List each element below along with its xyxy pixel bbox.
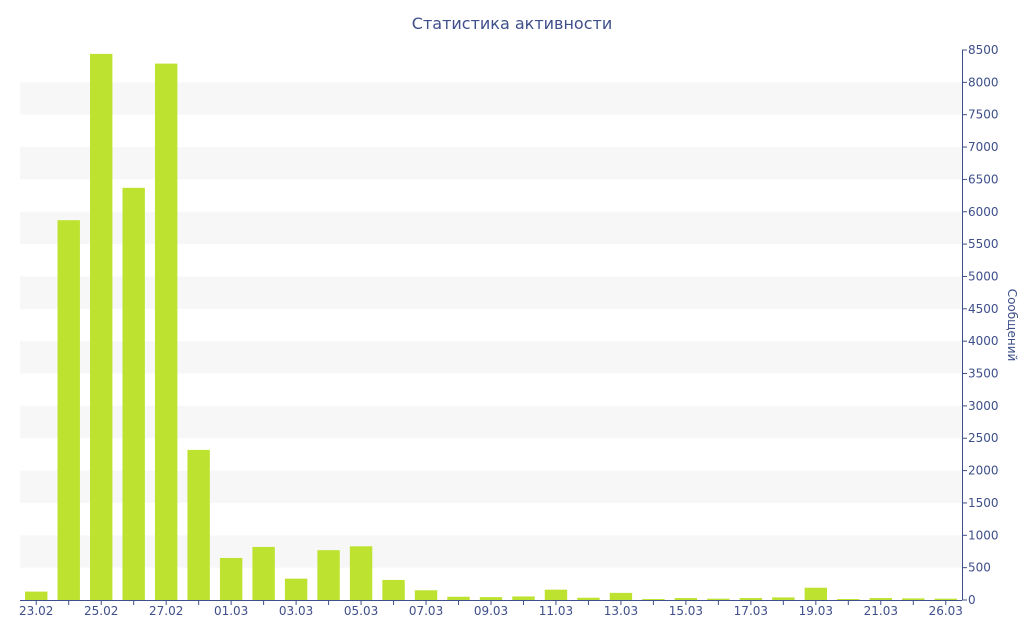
x-tick-label: 25.02 bbox=[84, 604, 118, 618]
x-tick-label: 23.02 bbox=[19, 604, 53, 618]
x-tick-label: 11.03 bbox=[539, 604, 573, 618]
bar-16.03 bbox=[707, 598, 730, 600]
y-tick-label: 6000 bbox=[968, 205, 999, 219]
bar-12.03 bbox=[577, 597, 600, 600]
y-tick-label: 0 bbox=[968, 593, 976, 607]
x-tick-label: 26.03 bbox=[929, 604, 963, 618]
y-tick-label: 3500 bbox=[968, 367, 999, 381]
bar-15.03 bbox=[674, 598, 698, 600]
y-tick-label: 2000 bbox=[968, 464, 999, 478]
y-tick-label: 3000 bbox=[968, 399, 999, 413]
bar-22.03 bbox=[902, 598, 925, 600]
bar-11.03 bbox=[544, 589, 568, 600]
x-tick-label: 05.03 bbox=[344, 604, 378, 618]
bar-10.03 bbox=[512, 596, 535, 600]
bar-26.03 bbox=[934, 598, 957, 600]
x-tick-label: 13.03 bbox=[604, 604, 638, 618]
bar-01.03 bbox=[219, 557, 243, 600]
bar-13.03 bbox=[609, 592, 633, 600]
bar-17.03 bbox=[739, 598, 763, 600]
x-tick-label: 19.03 bbox=[799, 604, 833, 618]
y-tick-label: 6500 bbox=[968, 172, 999, 186]
x-tick-label: 17.03 bbox=[734, 604, 768, 618]
bar-03.03 bbox=[284, 578, 308, 600]
chart-title: Статистика активности bbox=[411, 14, 613, 33]
bar-24.02 bbox=[57, 220, 80, 600]
bar-14.03 bbox=[642, 599, 665, 600]
y-tick-label: 5500 bbox=[968, 237, 999, 251]
x-tick-label: 27.02 bbox=[149, 604, 183, 618]
bar-04.03 bbox=[317, 550, 340, 600]
bar-09.03 bbox=[479, 597, 503, 600]
x-tick-label: 01.03 bbox=[214, 604, 248, 618]
y-tick-label: 4000 bbox=[968, 334, 999, 348]
y-tick-label: 1500 bbox=[968, 496, 999, 510]
bar-23.02 bbox=[25, 591, 48, 600]
bar-06.03 bbox=[382, 579, 405, 600]
bar-05.03 bbox=[349, 546, 373, 600]
bar-27.02 bbox=[154, 63, 178, 600]
bar-21.03 bbox=[869, 598, 892, 600]
y-tick-label: 4500 bbox=[968, 302, 999, 316]
bar-02.03 bbox=[252, 546, 275, 600]
y-tick-label: 5000 bbox=[968, 269, 999, 283]
y-tick-label: 7000 bbox=[968, 140, 999, 154]
x-tick-label: 07.03 bbox=[409, 604, 443, 618]
bar-18.03 bbox=[772, 597, 795, 600]
x-tick-label: 09.03 bbox=[474, 604, 508, 618]
y-tick-label: 7500 bbox=[968, 108, 999, 122]
x-tick-label: 03.03 bbox=[279, 604, 313, 618]
x-tick-label: 21.03 bbox=[864, 604, 898, 618]
bar-19.03 bbox=[804, 587, 828, 600]
y-tick-label: 2500 bbox=[968, 431, 999, 445]
bar-26.02 bbox=[122, 187, 145, 600]
y-tick-label: 1000 bbox=[968, 528, 999, 542]
y-tick-label: 8000 bbox=[968, 75, 999, 89]
y-axis-title: Сообщений bbox=[1005, 289, 1019, 362]
bar-25.02 bbox=[90, 53, 113, 600]
y-tick-label: 500 bbox=[968, 561, 991, 575]
bar-28.02 bbox=[187, 449, 210, 600]
bar-07.03 bbox=[414, 590, 438, 600]
bar-20.03 bbox=[837, 599, 860, 600]
x-tick-label: 15.03 bbox=[669, 604, 703, 618]
bar-08.03 bbox=[447, 596, 470, 600]
y-tick-label: 8500 bbox=[968, 43, 999, 57]
